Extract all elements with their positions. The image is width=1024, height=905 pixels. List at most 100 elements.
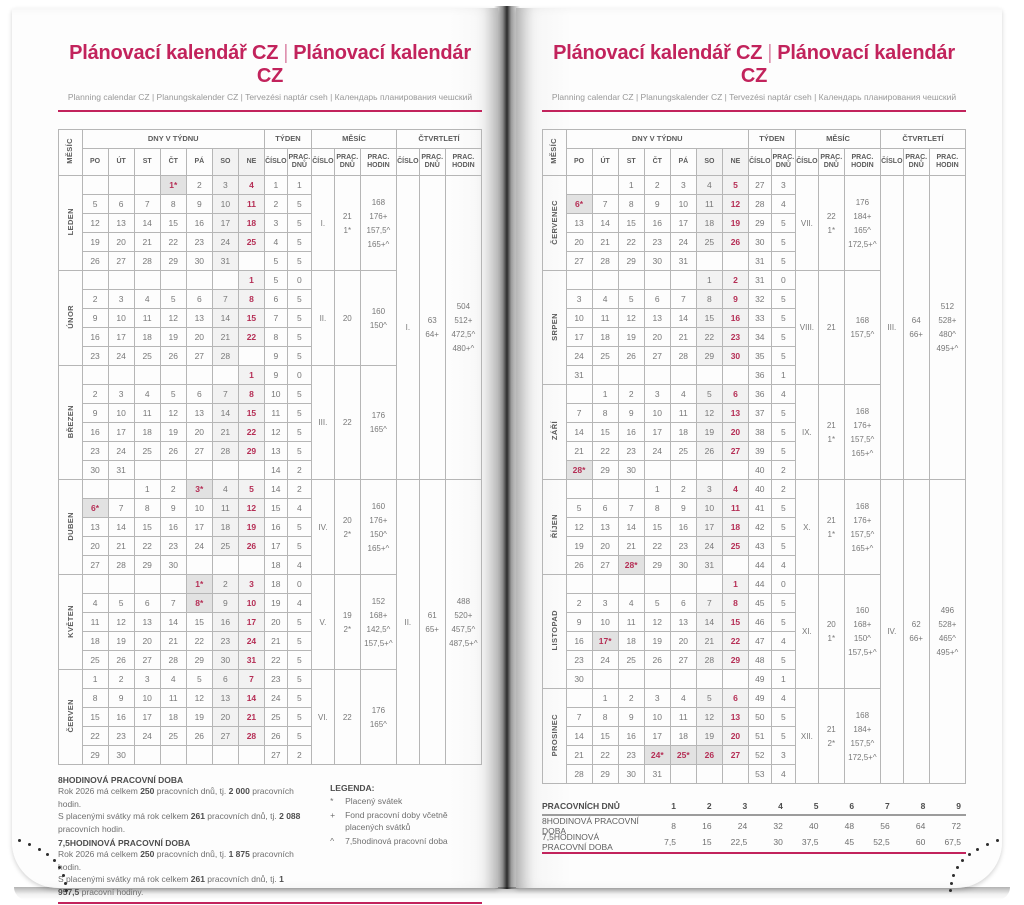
day-cell — [721, 251, 749, 271]
day-cell: 4 — [159, 669, 187, 689]
day-cell: 27 — [133, 650, 161, 670]
week-number: 38 — [747, 422, 772, 442]
month-workhours: 152 168+ 142,5^ 157,5+^ — [359, 574, 397, 670]
month-name: ČERVEN — [65, 699, 75, 733]
month-number: VII. — [795, 175, 819, 271]
day-cell: 19 — [107, 631, 135, 651]
header-ctvrtleti: ČTVRTLETÍ — [879, 129, 967, 149]
week-number: 26 — [263, 726, 288, 746]
summary-line: 176 — [855, 197, 870, 207]
day-cell: 11 — [591, 308, 619, 328]
week-row: 11 12 13 14 15 16 17 20 5 — [59, 612, 482, 632]
day-cell: 15 — [185, 612, 213, 632]
week-number: 40 — [747, 460, 772, 480]
summary-line: 61 — [427, 610, 437, 620]
day-cell: 19 — [159, 327, 187, 347]
day-cell: 21 — [211, 422, 239, 442]
day-cell: 24 — [107, 441, 135, 461]
header-day-čt: ČT — [643, 148, 671, 176]
day-cell: 1 — [617, 175, 645, 195]
day-cell: 14 — [565, 726, 593, 746]
day-cell: 16 — [617, 726, 645, 746]
week-workdays: 5 — [770, 403, 797, 423]
day-cell: 29 — [185, 650, 213, 670]
page-title: Plánovací kalendář CZ | Plánovací kalendár… — [58, 42, 482, 88]
day-cell: 22 — [617, 232, 645, 252]
footer-rule-left — [58, 902, 482, 904]
week-workdays: 5 — [286, 669, 313, 689]
day-cell — [185, 270, 213, 290]
page-subtitle: Planning calendar CZ | Planungskalender … — [551, 92, 957, 102]
day-cell: 6 — [669, 593, 697, 613]
day-cell: 22 — [643, 536, 671, 556]
day-cell: 1 — [721, 574, 749, 594]
day-cell — [133, 365, 161, 385]
page-title: Plánovací kalendář CZ | Plánovací kalendár… — [542, 42, 966, 88]
day-cell: 19 — [695, 726, 723, 746]
day-cell: 18 — [591, 327, 619, 347]
header-ctvrtleti-prac-dnu: PRAC. DNŮ — [418, 148, 446, 176]
day-cell: 10 — [133, 688, 161, 708]
day-cell — [237, 251, 265, 271]
day-cell: 31 — [695, 555, 723, 575]
day-cell: 12 — [237, 498, 265, 518]
day-cell: 21 — [237, 707, 265, 727]
workdays-table: PRACOVNÍCH DNŮ 1 2 3 4 5 6 7 8 9 8HODINOVÁ PRACOVN… — [542, 798, 966, 852]
week-row: 6* 7 8 9 10 11 12 15 4 — [59, 498, 482, 518]
week-workdays: 4 — [770, 384, 797, 404]
day-cell: 24 — [237, 631, 265, 651]
summary-line: 465^ — [938, 634, 956, 643]
week-number: 49 — [747, 688, 772, 708]
week-workdays: 0 — [770, 270, 797, 290]
week-number: 9 — [263, 346, 288, 366]
perforation-dot — [956, 866, 959, 869]
summary-line: 150^ — [853, 634, 871, 643]
page-right: Plánovací kalendář CZ | Plánovací kalendár… — [516, 8, 1002, 888]
quarter-workhours: 512 528+ 480^ 495+^ — [928, 175, 967, 480]
week-workdays: 0 — [770, 574, 797, 594]
week-row: 12 13 14 15 16 17 18 42 5 — [543, 517, 966, 537]
day-cell: 13 — [669, 612, 697, 632]
week-number: 17 — [263, 536, 288, 556]
day-cell — [159, 460, 187, 480]
summary-line: 168 — [855, 316, 870, 325]
day-cell: 31 — [211, 251, 239, 271]
day-cell — [669, 669, 697, 689]
day-cell: 16 — [211, 612, 239, 632]
workdays-row-label: 8HODINOVÁ PRACOVNÍ DOBA — [542, 816, 639, 836]
day-cell: 23 — [669, 536, 697, 556]
week-workdays: 1 — [770, 669, 797, 689]
summary-line: 165^ — [853, 225, 871, 235]
day-cell: 21 — [565, 745, 593, 765]
day-cell — [721, 365, 749, 385]
week-workdays: 5 — [770, 251, 797, 271]
header-mesic-cislo: ČÍSLO — [795, 148, 819, 176]
day-cell: 8 — [721, 593, 749, 613]
header-tyden-prac-dnu: PRAC. DNŮ — [286, 148, 313, 176]
day-cell: 30 — [721, 346, 749, 366]
day-cell: 30 — [643, 251, 671, 271]
month-name: DUBEN — [65, 511, 75, 541]
summary-line: 157,5+^ — [848, 648, 877, 657]
day-cell: 14 — [237, 688, 265, 708]
day-cell: 8 — [591, 403, 619, 423]
summary-line: 21 — [826, 420, 836, 430]
day-cell: 13 — [721, 403, 749, 423]
day-cell: 10 — [185, 498, 213, 518]
day-cell: 13 — [185, 308, 213, 328]
day-cell: 16 — [643, 213, 671, 233]
month-number: I. — [311, 175, 335, 271]
day-cell: 6 — [591, 498, 619, 518]
day-cell — [695, 669, 723, 689]
workdays-count: 4 — [778, 801, 783, 811]
week-workdays: 5 — [286, 726, 313, 746]
day-cell — [211, 460, 239, 480]
legend-item: * Placený svátek — [330, 795, 482, 807]
header-day-út: ÚT — [591, 148, 619, 176]
day-cell: 18 — [617, 631, 645, 651]
week-row: 17 18 19 20 21 22 23 34 5 — [543, 327, 966, 347]
title-czech: Plánovací kalendář CZ — [69, 42, 279, 64]
perforation-dot — [952, 874, 955, 877]
day-cell: 10 — [107, 403, 135, 423]
